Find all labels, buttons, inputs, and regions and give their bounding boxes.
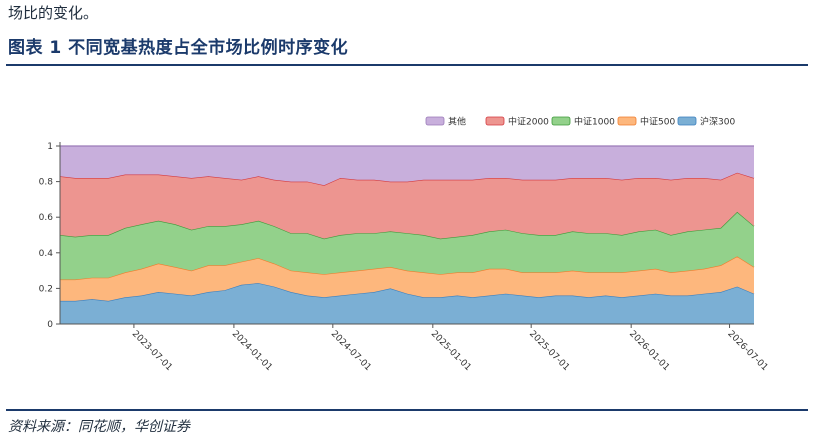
legend-swatch (617, 116, 637, 126)
y-tick-label: 0 (47, 320, 53, 330)
area-series-4 (60, 146, 754, 186)
x-tick-label: 2024-01-01 (230, 329, 274, 373)
legend-label: 中证2000 (508, 116, 549, 128)
area-series-2 (60, 211, 754, 280)
x-tick-label: 2026-01-01 (627, 329, 671, 373)
title-divider (6, 64, 808, 66)
legend-swatch (425, 116, 445, 126)
lead-text: 场比的变化。 (8, 4, 99, 22)
legend-label: 中证500 (640, 116, 675, 128)
legend-swatch (551, 116, 571, 126)
area-series-1 (60, 256, 754, 301)
x-tick-label: 2023-07-01 (130, 329, 174, 373)
y-tick-label: 0.2 (39, 284, 53, 294)
source-note: 资料来源：同花顺，华创证券 (8, 419, 190, 435)
legend-swatch (677, 116, 697, 126)
x-tick-label: 2024-07-01 (329, 329, 373, 373)
x-tick-label: 2025-07-01 (527, 329, 571, 373)
area-series-3 (60, 172, 754, 239)
y-tick-label: 1 (47, 142, 53, 152)
legend-label: 中证1000 (574, 116, 615, 128)
legend-label: 其他 (448, 116, 466, 128)
legend-swatch (485, 116, 505, 126)
y-tick-label: 0.4 (39, 249, 54, 259)
figure-title: 图表 1 不同宽基热度占全市场比例时序变化 (8, 38, 349, 58)
x-tick-label: 2026-07-01 (725, 329, 769, 373)
footer-divider (6, 409, 808, 411)
y-tick-label: 0.6 (39, 213, 54, 223)
area-series-0 (60, 283, 754, 324)
y-tick-label: 0.8 (39, 178, 54, 188)
legend-label: 沪深300 (700, 116, 735, 128)
x-tick-label: 2025-01-01 (429, 329, 473, 373)
